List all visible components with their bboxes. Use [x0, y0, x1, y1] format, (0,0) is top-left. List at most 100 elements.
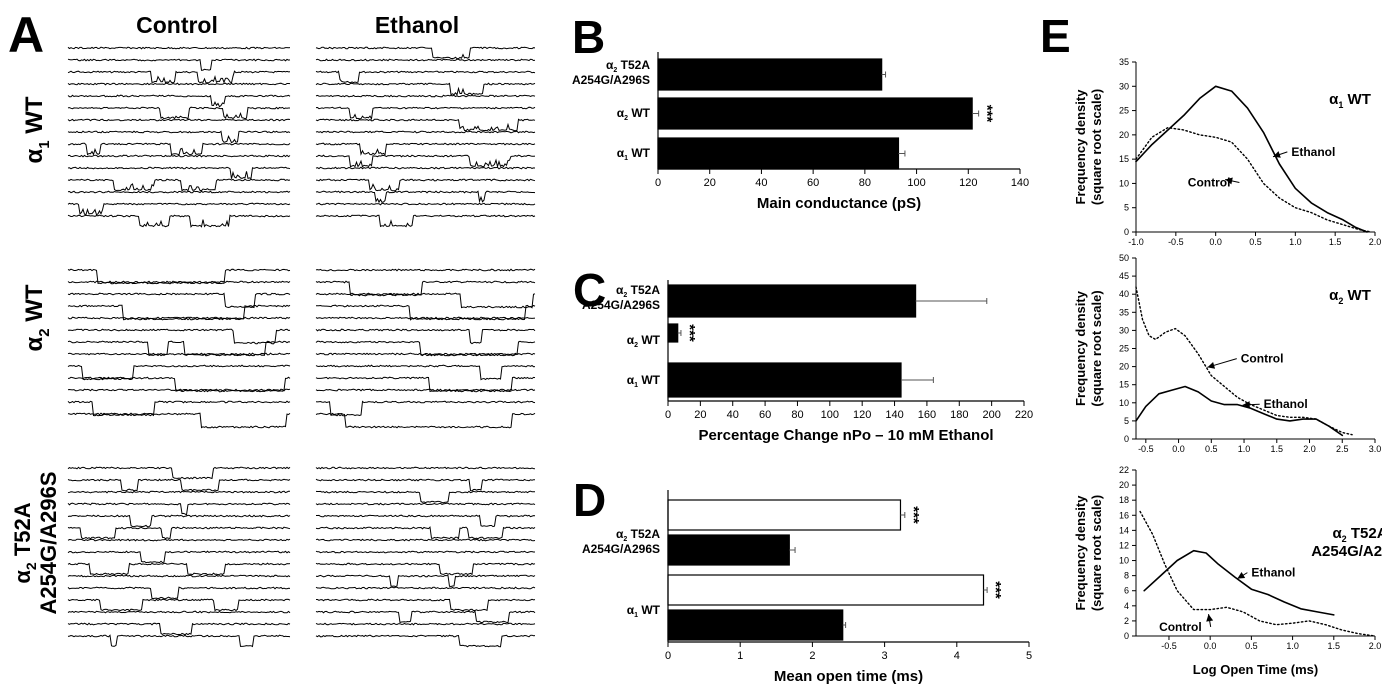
channel-trace — [315, 466, 536, 470]
x-tick-label: 1.0 — [1238, 444, 1251, 454]
channel-trace — [67, 352, 291, 356]
x-tick-label: -1.0 — [1128, 237, 1144, 247]
x-tick-label: 160 — [918, 409, 936, 421]
panel-letter-d: D — [573, 474, 606, 526]
channel-trace — [315, 190, 536, 204]
channel-trace — [315, 94, 536, 98]
channel-trace — [67, 400, 291, 417]
channel-trace — [67, 550, 291, 564]
x-tick-label: 20 — [704, 177, 716, 189]
channel-trace — [315, 106, 536, 121]
channel-trace — [315, 538, 536, 542]
channel-trace — [315, 328, 536, 345]
significance-label: *** — [905, 506, 922, 524]
y-tick-label: 4 — [1124, 601, 1129, 611]
plot-title: α2 WT — [1329, 287, 1371, 306]
x-tick-label: 40 — [755, 177, 767, 189]
x-tick-label: 3.0 — [1369, 444, 1382, 454]
annotation-arrowhead — [1206, 614, 1214, 622]
x-tick-label: 2.5 — [1336, 444, 1349, 454]
category-label-line2: A254G/A296S — [572, 73, 650, 87]
channel-trace — [315, 340, 536, 357]
x-tick-label: 140 — [1011, 177, 1029, 189]
y-tick-label: 2 — [1124, 616, 1129, 626]
channel-trace — [315, 634, 536, 648]
y-tick-label: 30 — [1119, 325, 1129, 335]
category-label: α2 T52A — [606, 58, 650, 74]
x-tick-label: 100 — [821, 409, 839, 421]
channel-trace — [67, 190, 291, 194]
series-line-control — [1139, 510, 1376, 637]
annotation-arrowhead — [1273, 151, 1281, 158]
y-tick-label: 0 — [1124, 434, 1129, 444]
channel-trace — [315, 388, 536, 392]
channel-trace — [315, 280, 536, 297]
channel-trace — [315, 82, 536, 96]
series-annotation: Ethanol — [1251, 566, 1295, 580]
x-tick-label: 220 — [1015, 409, 1033, 421]
channel-trace — [315, 130, 536, 134]
x-tick-label: 0.0 — [1204, 641, 1217, 651]
y-tick-label: 25 — [1119, 106, 1129, 116]
annotation-arrowhead — [1237, 572, 1246, 579]
category-label: α2 T52A — [616, 527, 660, 543]
channel-trace — [315, 292, 536, 309]
x-tick-label: 1.5 — [1329, 237, 1342, 247]
y-tick-label: 20 — [1119, 362, 1129, 372]
x-tick-label: -0.5 — [1168, 237, 1184, 247]
channel-trace — [67, 502, 291, 516]
channel-trace — [67, 280, 291, 284]
category-label: α1 WT — [617, 146, 651, 162]
channel-trace — [67, 622, 291, 636]
category-label: α2 WT — [627, 333, 661, 349]
channel-trace — [315, 586, 536, 590]
channel-trace — [67, 154, 291, 158]
y-tick-label: 14 — [1119, 525, 1129, 535]
x-tick-label: 20 — [694, 409, 706, 421]
x-tick-label: 2.0 — [1369, 237, 1382, 247]
channel-trace — [315, 502, 536, 506]
bar — [667, 362, 902, 398]
category-label: α2 WT — [617, 106, 651, 122]
channel-trace — [67, 412, 291, 429]
series-annotation: Control — [1188, 175, 1231, 189]
channel-trace — [315, 478, 535, 492]
column-label-control: Control — [136, 12, 218, 38]
channel-trace — [315, 490, 535, 504]
x-tick-label: 0.5 — [1249, 237, 1262, 247]
x-tick-label: 0 — [665, 650, 671, 662]
x-tick-label: 40 — [727, 409, 739, 421]
channel-trace — [67, 106, 290, 120]
x-axis-title: Percentage Change nPo – 10 mM Ethanol — [698, 427, 993, 444]
channel-trace — [315, 118, 536, 132]
x-tick-label: 0.5 — [1205, 444, 1218, 454]
channel-trace — [67, 514, 291, 528]
x-tick-label: 2.0 — [1369, 641, 1382, 651]
series-line-ethanol — [1143, 549, 1335, 616]
channel-trace — [315, 178, 536, 192]
channel-trace — [315, 610, 536, 624]
y-tick-label: 40 — [1119, 289, 1129, 299]
series-annotation: Ethanol — [1291, 145, 1335, 159]
panel-letter-e: E — [1040, 10, 1071, 62]
channel-trace — [67, 364, 291, 381]
x-tick-label: 80 — [859, 177, 871, 189]
x-tick-label: 140 — [885, 409, 903, 421]
y-tick-label: 22 — [1119, 465, 1129, 475]
channel-trace — [67, 610, 291, 614]
channel-trace — [315, 268, 536, 272]
column-label-ethanol: Ethanol — [375, 12, 459, 38]
x-axis-title: Mean open time (ms) — [774, 668, 923, 684]
y-axis-title: (square root scale) — [1089, 89, 1104, 205]
channel-trace — [67, 46, 291, 50]
bar — [667, 574, 985, 606]
annotation-arrowhead — [1242, 401, 1250, 409]
channel-trace — [68, 142, 291, 156]
channel-trace — [67, 202, 291, 216]
row-label-a2-mutant-line1: α2 T52A — [10, 502, 39, 583]
x-axis-title: Log Open Time (ms) — [1193, 662, 1318, 677]
x-tick-label: 120 — [853, 409, 871, 421]
channel-trace — [67, 538, 291, 542]
channel-trace — [315, 202, 536, 206]
channel-trace — [315, 364, 536, 381]
